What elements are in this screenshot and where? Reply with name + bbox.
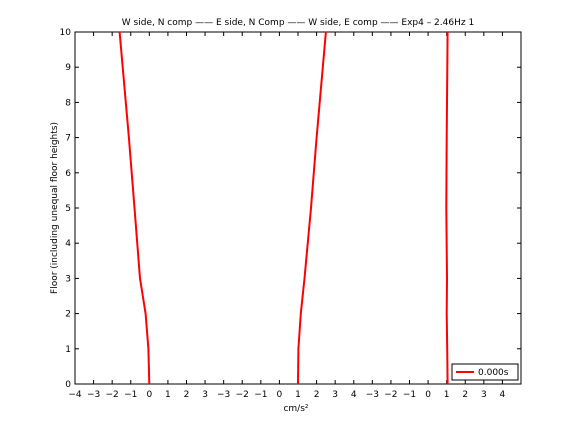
x-tick-label: 3 [481,390,487,400]
y-tick-label: 5 [65,204,71,214]
x-tick-label: 0 [146,390,152,400]
x-tick-label: 1 [444,390,450,400]
x-tick-label: 4 [351,390,357,400]
x-tick-label: 0 [277,390,283,400]
x-tick-label: −3 [366,390,379,400]
x-tick-label: 3 [332,390,338,400]
y-tick-label: 1 [65,345,71,355]
x-tick-label: 2 [314,390,320,400]
y-axis-label: Floor (including unequal floor heights) [50,122,60,294]
y-tick-label: 0 [65,380,71,390]
x-tick-label: −1 [124,390,137,400]
x-tick-label: −1 [254,390,267,400]
x-tick-label: 0 [425,390,431,400]
x-tick-label: −2 [384,390,397,400]
x-tick-label: 3 [202,390,208,400]
y-tick-label: 9 [65,63,71,73]
legend-entry-label: 0.000s [478,368,509,378]
x-tick-label: 4 [500,390,506,400]
y-tick-label: 3 [65,274,71,284]
x-tick-label: −3 [87,390,100,400]
x-tick-label: −2 [236,390,249,400]
x-tick-label: 1 [295,390,301,400]
y-tick-label: 6 [65,169,71,179]
x-tick-label: −4 [68,390,82,400]
legend: 0.000s [452,364,518,380]
x-tick-label: 2 [462,390,468,400]
y-tick-label: 2 [65,310,71,320]
x-tick-label: −3 [217,390,230,400]
chart-title: W side, N comp —— E side, N Comp —— W si… [122,18,474,28]
y-tick-label: 10 [60,28,72,38]
x-tick-label: 2 [184,390,190,400]
y-tick-label: 4 [65,239,71,249]
x-tick-label: 1 [165,390,171,400]
plot-area [75,32,521,384]
y-tick-label: 7 [65,134,71,144]
y-tick-label: 8 [65,98,71,108]
x-axis-label: cm/s² [283,404,308,414]
x-tick-label: −1 [403,390,416,400]
x-tick-label: −2 [106,390,119,400]
